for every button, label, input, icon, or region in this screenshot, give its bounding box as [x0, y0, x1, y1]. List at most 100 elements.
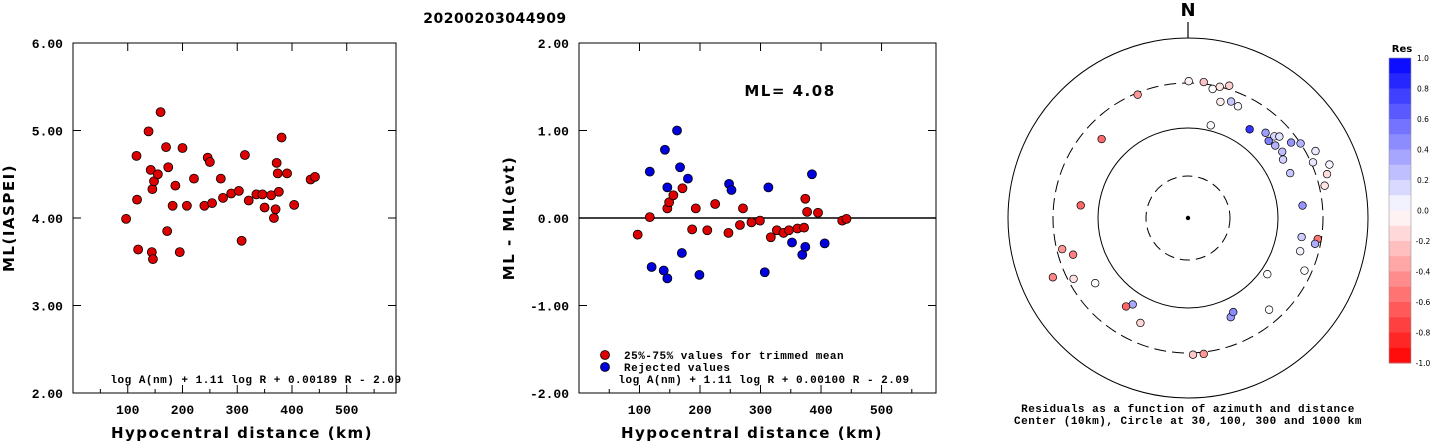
data-point [177, 143, 188, 153]
station-marker [1264, 305, 1274, 314]
station-marker [1296, 139, 1305, 148]
data-point [131, 150, 142, 161]
ring-30km [1145, 175, 1231, 261]
data-point [257, 189, 268, 200]
data-point [662, 273, 673, 284]
colorbar-title: Res [1392, 44, 1412, 55]
data-point [738, 203, 748, 214]
station-marker [1208, 84, 1217, 94]
y-axis-label: ML(IASPEI) [0, 164, 18, 272]
data-point [672, 125, 682, 136]
station-marker [1286, 168, 1295, 178]
y-tick-label: 4.00 [32, 212, 63, 227]
colorbar-tick-label: -0.4 [1416, 268, 1431, 277]
y-tick-label: 2.00 [32, 387, 63, 402]
data-point [660, 144, 670, 155]
station-marker [1296, 247, 1305, 256]
data-point [270, 204, 281, 215]
colorbar-swatch [1389, 103, 1411, 120]
station-marker [1076, 201, 1085, 210]
data-point [273, 186, 284, 197]
data-point [148, 254, 158, 265]
colorbar-swatch [1389, 256, 1411, 272]
station-marker [1199, 349, 1208, 359]
data-point [694, 269, 705, 280]
center-dot [1185, 215, 1191, 221]
data-point [813, 207, 823, 218]
colorbar-tick-label: 0.4 [1417, 146, 1429, 155]
y-tick-label: 1.00 [538, 125, 569, 140]
data-point [143, 126, 154, 137]
data-point [233, 185, 244, 196]
y-tick-label: 0.00 [538, 212, 569, 227]
data-point [167, 200, 178, 211]
x-tick-label: 300 [226, 403, 250, 418]
station-marker [1298, 201, 1307, 210]
page-title: 20200203044909 [423, 11, 566, 27]
station-marker [1320, 181, 1329, 190]
data-point [215, 173, 226, 184]
station-marker [1068, 250, 1078, 259]
colorbar-swatch [1389, 241, 1411, 257]
residual-colorbar: Res 1.0 0.8 0.6 0.4 0.2 0.0 -0.2 -0.4 -0.6 -0.8 -1… [1388, 44, 1431, 368]
data-point [207, 198, 217, 209]
station-marker [1233, 102, 1243, 111]
data-point [687, 224, 698, 235]
station-marker [1188, 350, 1198, 359]
data-point [181, 200, 192, 211]
station-marker [1308, 158, 1318, 167]
data-point [236, 235, 247, 246]
data-point [218, 192, 228, 203]
data-point [240, 150, 250, 160]
station-marker [1310, 239, 1320, 248]
station-marker [1216, 97, 1225, 106]
x-tick-label: 200 [171, 403, 195, 418]
station-marker [1278, 155, 1288, 164]
data-point [632, 229, 643, 240]
x-tick-label: 400 [809, 403, 833, 418]
y-tick-label: 6.00 [32, 37, 63, 52]
colorbar-swatch [1389, 332, 1411, 349]
legend-marker-rejected [600, 362, 610, 372]
ring-100km [1097, 127, 1279, 309]
data-point [683, 173, 693, 184]
station-marker [1199, 77, 1208, 87]
colorbar-tick-label: -0.2 [1416, 237, 1431, 246]
data-point [755, 215, 765, 226]
station-marker [1286, 138, 1296, 147]
station-marker [1133, 90, 1142, 99]
data-point [710, 199, 721, 209]
data-point [676, 248, 687, 258]
data-point [269, 213, 279, 223]
colorbar-tick-label: 0.2 [1417, 176, 1429, 185]
formula-label: log A(nm) + 1.11 log R + 0.00100 R - 2.0… [618, 375, 909, 387]
data-point [289, 199, 300, 210]
x-axis-label: Hypocentral distance (km) [111, 424, 373, 441]
x-axis-label: Hypocentral distance (km) [621, 424, 883, 441]
data-point [662, 182, 673, 193]
colorbar-tick-label: 1.0 [1417, 54, 1429, 63]
data-point [819, 238, 830, 249]
data-point [170, 180, 181, 191]
x-tick-label: 400 [280, 403, 304, 418]
data-point [271, 157, 282, 168]
data-point [746, 217, 757, 228]
colorbar-swatch [1389, 195, 1411, 211]
x-tick-label: 300 [749, 403, 773, 418]
data-point [152, 169, 163, 180]
data-point [276, 132, 287, 143]
station-marker [1058, 244, 1067, 254]
x-tick-label: 500 [335, 403, 359, 418]
caption-line-1: Residuals as a function of azimuth and d… [1021, 404, 1355, 416]
station-marker [1097, 134, 1106, 144]
station-marker [1091, 279, 1100, 288]
data-point [800, 241, 811, 252]
data-point [765, 232, 776, 243]
station-marker [1225, 81, 1234, 90]
y-tick-label: 5.00 [32, 125, 63, 140]
data-point [723, 227, 734, 238]
data-point [121, 213, 132, 224]
colorbar-swatch [1389, 73, 1411, 89]
data-point [272, 168, 283, 179]
